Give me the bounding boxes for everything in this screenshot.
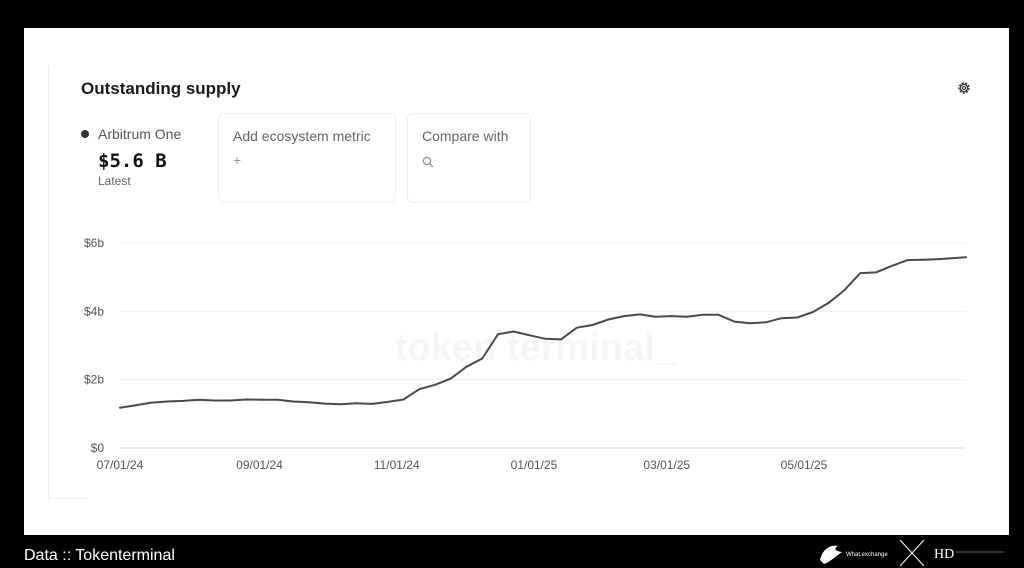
bird-logo-icon — [820, 545, 842, 564]
add-metric-label: Add ecosystem metric — [233, 128, 371, 144]
data-point — [355, 402, 358, 405]
data-point — [827, 301, 830, 304]
data-point — [591, 324, 594, 326]
data-source-label: Data :: Tokenterminal — [24, 547, 175, 564]
data-point — [182, 399, 184, 402]
data-point — [922, 258, 925, 261]
data-point — [701, 313, 704, 316]
data-point — [134, 404, 137, 407]
data-point — [717, 313, 720, 316]
latest-value: $5.6 B — [98, 150, 167, 172]
plus-icon: + — [233, 152, 242, 168]
data-point — [323, 402, 326, 405]
footer-logos: What.exchange HD — [820, 539, 1004, 567]
x-tick-label: 11/01/24 — [374, 458, 420, 472]
data-point — [638, 313, 641, 316]
data-point — [402, 398, 405, 401]
gear-icon[interactable] — [957, 81, 971, 95]
data-point — [276, 398, 279, 401]
data-point — [166, 400, 169, 403]
line-chart: token terminal_ $0 $2b $4b $6b 07/01/24 09/01… — [84, 236, 967, 472]
series-summary: Arbitrum One $5.6 B Latest — [81, 126, 181, 188]
data-point — [481, 357, 484, 360]
data-point — [749, 322, 751, 325]
cross-mark-right — [899, 539, 925, 567]
data-point — [560, 338, 562, 341]
data-point — [119, 406, 121, 409]
card-border — [48, 66, 49, 498]
data-point — [229, 399, 232, 402]
x-tick-label: 05/01/25 — [781, 458, 828, 472]
data-point — [875, 271, 877, 274]
data-point — [544, 337, 547, 340]
monogram-icon: HD — [934, 547, 954, 562]
data-point — [339, 403, 342, 406]
data-point — [465, 365, 468, 368]
watermark: token terminal_ — [395, 327, 677, 369]
y-tick-label: $4b — [84, 304, 104, 318]
latest-label: Latest — [98, 174, 131, 188]
data-point — [434, 383, 436, 386]
data-point — [260, 398, 263, 401]
data-point — [245, 398, 247, 401]
data-point — [780, 317, 783, 320]
data-point — [575, 326, 578, 329]
data-point — [371, 403, 373, 405]
data-point — [938, 258, 940, 260]
y-tick-label: $0 — [91, 441, 105, 455]
series-name: Arbitrum One — [98, 126, 182, 142]
data-point — [670, 315, 673, 318]
data-point — [213, 399, 216, 402]
data-point — [607, 318, 610, 321]
footer-logo-text: What.exchange — [846, 552, 888, 558]
data-point — [386, 400, 389, 403]
compare-with-button[interactable]: Compare with — [407, 113, 531, 203]
add-ecosystem-metric-button[interactable]: Add ecosystem metric + — [218, 113, 396, 203]
y-tick-label: $2b — [84, 373, 104, 387]
data-point — [528, 334, 531, 337]
data-point — [965, 256, 967, 259]
y-tick-label: $6b — [84, 236, 104, 250]
data-point — [764, 321, 767, 324]
x-tick-label: 03/01/25 — [643, 458, 690, 472]
data-point — [843, 289, 846, 292]
data-point — [497, 333, 499, 336]
card-title: Outstanding supply — [81, 79, 241, 98]
data-point — [150, 401, 153, 404]
data-point — [418, 388, 421, 391]
compare-label: Compare with — [422, 128, 509, 144]
data-point — [449, 377, 452, 380]
series-line — [119, 256, 967, 409]
data-point — [733, 320, 736, 323]
data-point — [812, 311, 814, 313]
card-border-bottom — [48, 498, 88, 499]
data-point — [890, 264, 893, 267]
data-point — [654, 315, 657, 318]
data-point — [859, 272, 862, 274]
series-dot — [81, 130, 89, 138]
data-point — [292, 400, 295, 403]
x-tick-label: 09/01/24 — [236, 458, 283, 472]
x-tick-label: 07/01/24 — [97, 458, 144, 472]
data-point — [796, 316, 799, 319]
chart-panel: Outstanding supply Arbitrum One $5.6 B L… — [24, 28, 1009, 535]
data-point — [623, 315, 625, 318]
search-icon — [422, 156, 434, 168]
data-point — [906, 259, 909, 261]
data-point — [308, 401, 310, 404]
data-point — [686, 315, 688, 318]
data-point — [512, 330, 515, 333]
data-point — [197, 398, 200, 401]
x-tick-label: 01/01/25 — [511, 458, 558, 472]
